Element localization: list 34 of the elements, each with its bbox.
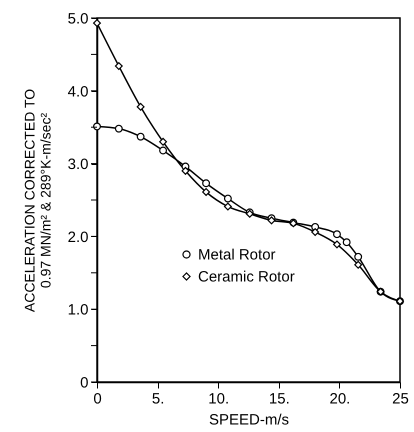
- x-tick-label: 20.: [329, 390, 350, 408]
- point: [333, 240, 341, 248]
- point: [354, 252, 362, 261]
- point: [114, 124, 123, 133]
- point: [159, 138, 168, 146]
- point: [202, 188, 210, 196]
- point: [333, 230, 341, 238]
- point: [159, 146, 168, 154]
- x-tick-label: 0: [93, 390, 102, 408]
- point: [93, 122, 101, 130]
- y-tick-label: 4.0: [68, 83, 88, 100]
- x-tick-label: 5.: [152, 390, 164, 408]
- y-tick-label: 2.0: [68, 228, 88, 246]
- legend-label: Ceramic Rotor: [198, 268, 295, 286]
- point: [202, 179, 210, 188]
- point: [311, 228, 320, 236]
- point: [354, 260, 362, 269]
- point: [224, 202, 232, 211]
- x-tick-label: 15.: [268, 390, 290, 408]
- y-tick-label: 1.0: [68, 302, 88, 319]
- point: [114, 62, 123, 70]
- x-tick-label: 10.: [208, 390, 230, 408]
- x-tick-label: 25: [392, 390, 409, 408]
- point: [224, 194, 232, 202]
- point: [182, 166, 190, 175]
- y-tick-label: 0: [80, 374, 88, 392]
- y-tick-label: 3.0: [68, 156, 88, 174]
- legend-label: Metal Rotor: [198, 246, 276, 264]
- point: [136, 132, 145, 141]
- y-axis-title: ACCELERATION CORRECTED TO 0.97 MN/m² & 289°K-m/sec²: [22, 88, 54, 312]
- point: [342, 238, 351, 246]
- point: [136, 102, 145, 111]
- y-tick-label: 5.0: [68, 10, 88, 28]
- x-axis-title: SPEED-m/s: [208, 412, 290, 428]
